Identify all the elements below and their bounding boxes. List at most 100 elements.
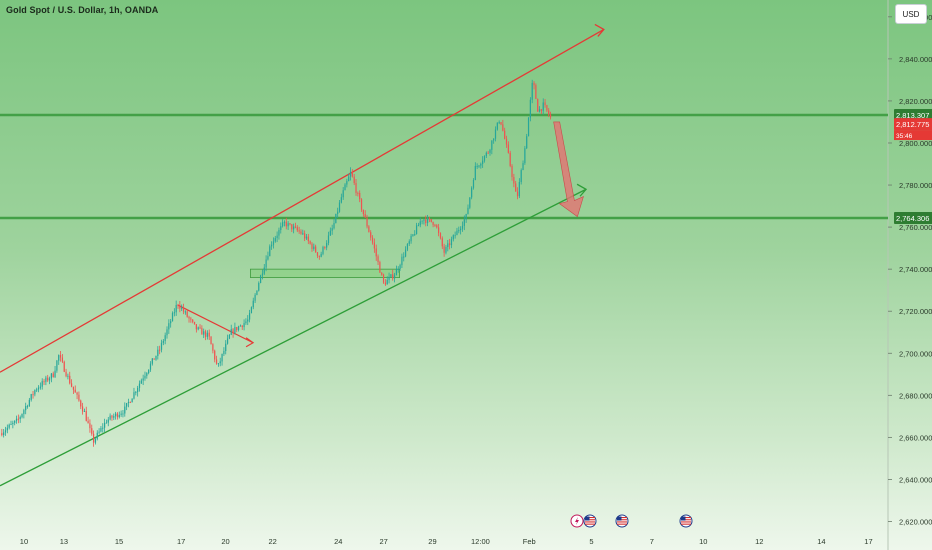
candle-body — [80, 400, 82, 407]
candle — [6, 424, 8, 434]
candle — [34, 389, 36, 397]
candle — [546, 104, 548, 113]
candle — [37, 385, 40, 393]
candle-body — [48, 378, 51, 381]
candle — [513, 173, 515, 188]
candle-body — [8, 424, 10, 428]
x-tick-label: 17 — [864, 537, 872, 546]
candle — [472, 178, 475, 190]
candle-body — [353, 176, 355, 183]
candle-body — [230, 329, 232, 335]
candle — [28, 397, 30, 407]
us-flag-event-icon[interactable] — [679, 514, 693, 528]
candle — [498, 120, 500, 125]
candle — [243, 319, 245, 331]
x-tick-label: 15 — [115, 537, 123, 546]
candle — [434, 223, 436, 227]
candle-body — [10, 424, 12, 426]
candle — [259, 274, 262, 284]
candle-body — [69, 375, 71, 384]
candle-body — [494, 129, 497, 139]
candle-body — [138, 383, 141, 389]
channel-lower-trendline[interactable] — [0, 188, 587, 487]
candle-body — [212, 344, 214, 351]
candle — [219, 357, 221, 367]
x-tick-label: 27 — [379, 537, 387, 546]
minor-resistance-trendline[interactable] — [177, 304, 254, 344]
candle-body — [263, 267, 265, 274]
candle-body — [324, 247, 326, 249]
candle — [527, 117, 530, 137]
candle — [10, 420, 12, 426]
candle — [483, 155, 486, 163]
y-tick-label: 2,740.000 — [899, 265, 932, 274]
candle — [540, 109, 543, 114]
candle-body — [364, 214, 366, 218]
x-axis-tick: 20 — [221, 537, 229, 546]
candle-body — [370, 232, 372, 238]
candle-body — [226, 338, 229, 344]
candle — [98, 428, 100, 435]
candle — [379, 260, 381, 273]
support-zone-rectangle[interactable] — [250, 268, 401, 278]
bearish-projection-arrow[interactable] — [553, 121, 584, 218]
candle-body — [107, 419, 109, 423]
candle — [342, 187, 344, 200]
candle-body — [417, 225, 420, 227]
candle — [210, 336, 212, 345]
candle — [184, 310, 186, 315]
x-axis-tick: 27 — [379, 537, 387, 546]
candle-body — [140, 380, 142, 384]
currency-button[interactable]: USD — [895, 4, 927, 24]
y-axis-tick: 2,640.000 — [888, 475, 932, 484]
candle — [113, 413, 115, 421]
candle-body — [454, 235, 456, 237]
candle-body — [168, 323, 170, 330]
candle — [524, 145, 526, 165]
candle-body — [393, 275, 396, 279]
candle-body — [219, 361, 221, 364]
candle-body — [25, 406, 27, 411]
candle-body — [425, 219, 427, 223]
candle — [283, 220, 286, 227]
candle-body — [504, 130, 506, 139]
candle — [3, 429, 5, 438]
candle — [373, 238, 375, 253]
candle — [26, 404, 29, 409]
lightning-event-icon[interactable] — [570, 514, 584, 528]
candle — [177, 303, 179, 309]
candle-body — [148, 369, 150, 374]
candle-body — [460, 228, 462, 231]
candle-body — [452, 235, 454, 240]
candle-body — [177, 304, 179, 306]
x-axis-tick: 7 — [650, 537, 654, 546]
candle-body — [548, 110, 550, 115]
candle — [217, 362, 220, 367]
candle-body — [436, 225, 438, 228]
candle — [171, 311, 174, 322]
candle-body — [92, 433, 95, 443]
candle-body — [127, 402, 130, 404]
candle — [56, 359, 58, 373]
candle-body — [201, 328, 203, 335]
candle-body — [116, 413, 119, 418]
flag-stripe — [681, 517, 691, 519]
candle — [69, 371, 71, 385]
candle — [258, 281, 260, 292]
candle — [353, 173, 355, 186]
y-tick-label: 2,800.000 — [899, 139, 932, 148]
candle-body — [381, 272, 383, 275]
channel-upper-trendline[interactable] — [0, 28, 605, 373]
candle — [96, 430, 98, 441]
us-flag-event-icon[interactable] — [583, 514, 597, 528]
y-axis-tick: 2,800.000 — [888, 139, 932, 148]
candle-body — [32, 394, 34, 396]
candle — [186, 309, 188, 318]
us-flag-event-icon[interactable] — [615, 514, 629, 528]
candle — [458, 226, 460, 234]
candle-body — [225, 343, 227, 351]
x-axis-tick: 13 — [60, 537, 68, 546]
candle — [469, 197, 471, 210]
